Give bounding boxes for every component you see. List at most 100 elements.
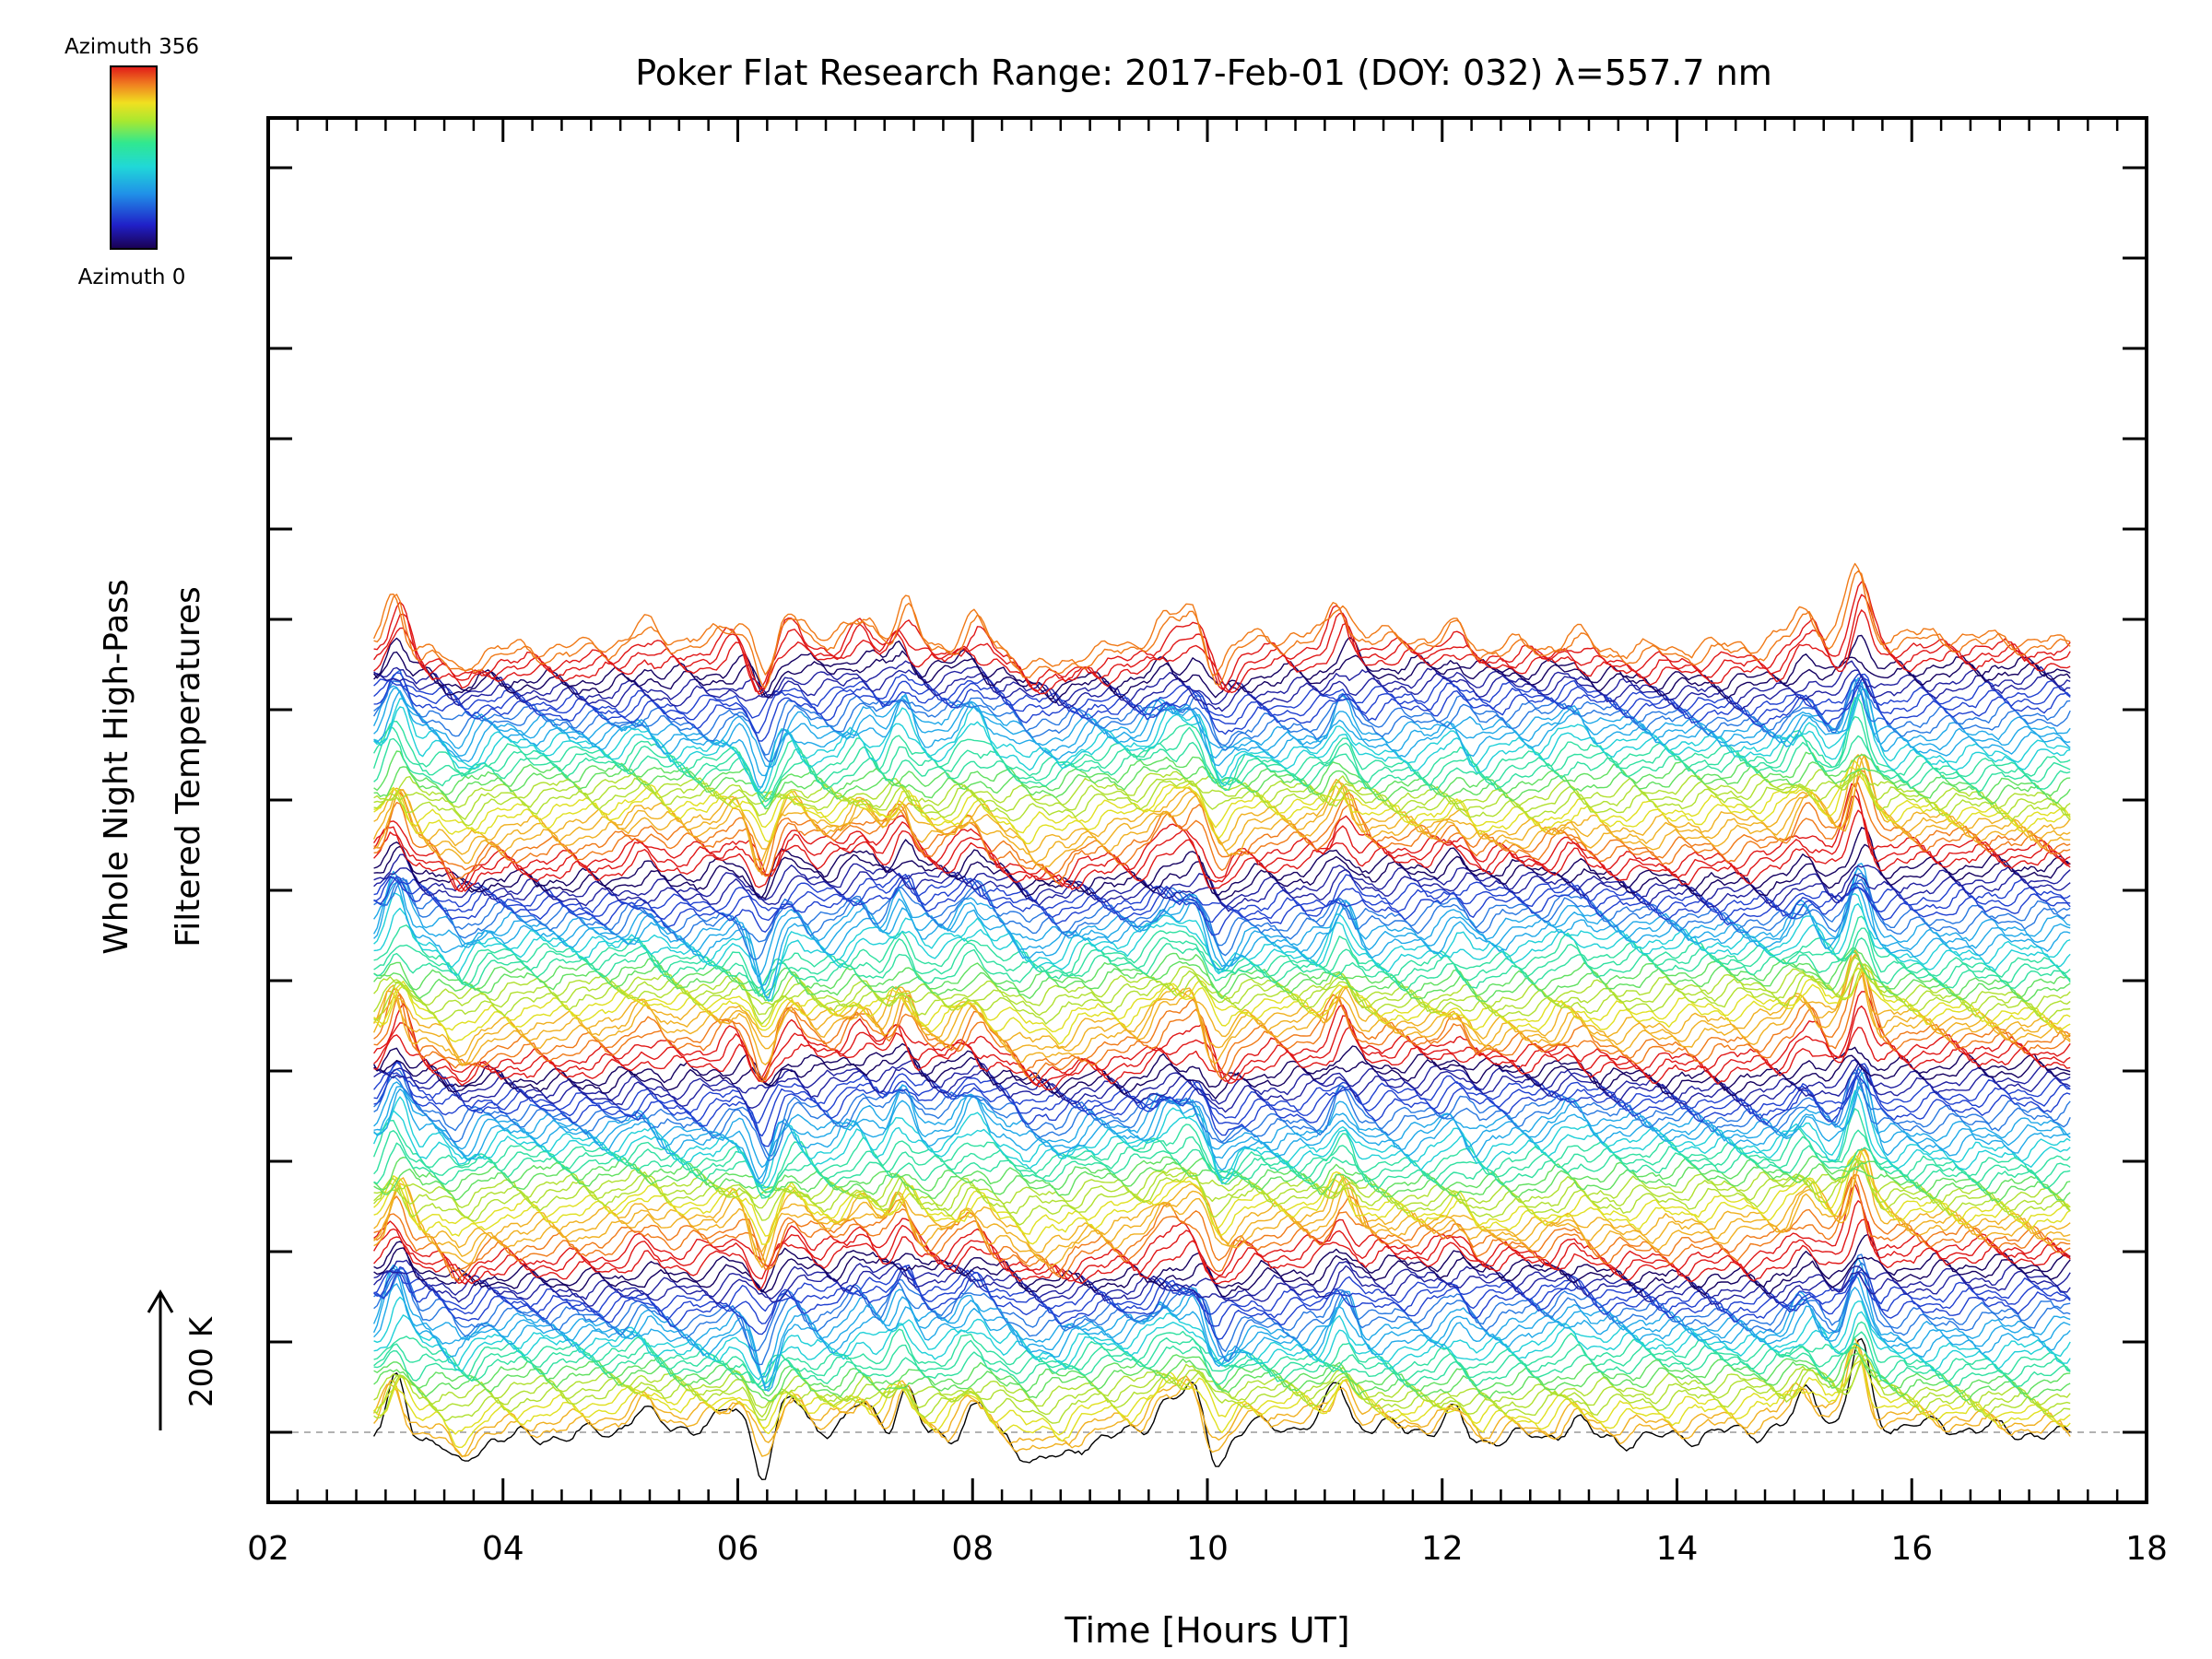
y-axis-label: Whole Night High-Pass Filtered Temperatu… — [98, 579, 207, 955]
x-axis-label: Time [Hours UT] — [1064, 1610, 1349, 1651]
x-tick-label: 02 — [247, 1530, 289, 1568]
trace-line — [373, 956, 2071, 1011]
trace-line — [372, 1089, 2071, 1189]
trace-line — [373, 634, 2071, 700]
trace-line — [373, 1160, 2071, 1268]
colorbar-bottom-label: Azimuth 0 — [78, 265, 186, 289]
trace-line — [373, 1173, 2071, 1276]
trace-line — [373, 1149, 2071, 1245]
trace-line — [373, 1080, 2071, 1184]
trace-line — [373, 1063, 2071, 1113]
trace-line — [373, 754, 2071, 853]
trace-line — [372, 1108, 2071, 1194]
trace-line — [373, 682, 2071, 788]
trace-line — [373, 1218, 2071, 1291]
trace-line — [373, 1160, 2071, 1209]
trace-line — [372, 1050, 2071, 1100]
trace-line — [373, 1067, 2071, 1169]
x-tick-label: 16 — [1890, 1530, 1933, 1568]
trace-line — [373, 782, 2071, 885]
trace-line — [373, 863, 2071, 978]
trace-line — [372, 1266, 2071, 1389]
trace-line — [373, 769, 2071, 820]
y-label-line2: Filtered Temperatures — [170, 586, 207, 947]
trace-line — [372, 678, 2071, 768]
trace-line — [373, 669, 2071, 756]
trace-line — [373, 1342, 2071, 1457]
trace-line — [373, 902, 2071, 994]
trace-line — [373, 759, 2071, 844]
trace-line — [372, 867, 2071, 987]
trace-line — [373, 770, 2071, 877]
trace-line — [373, 673, 2071, 719]
trace-line — [373, 1311, 2071, 1381]
trace-line — [373, 1147, 2071, 1264]
colorbar-gradient — [110, 65, 158, 250]
trace-line — [373, 1026, 2071, 1090]
trace-line — [373, 1061, 2071, 1137]
trace-line — [373, 1005, 2071, 1088]
trace-line — [373, 1154, 2071, 1237]
trace-line — [373, 1358, 2071, 1424]
trace-line — [373, 594, 2071, 693]
scale-bar-arrowhead — [147, 1289, 174, 1313]
trace-line — [373, 1183, 2071, 1284]
trace-line — [373, 953, 2071, 1058]
trace-line — [373, 962, 2071, 1081]
trace-line — [373, 962, 2071, 1017]
trace-line — [373, 1063, 2071, 1124]
trace-line — [373, 1247, 2071, 1298]
trace-line — [373, 827, 2071, 898]
y-label-line1: Whole Night High-Pass — [98, 579, 135, 955]
x-tick-label: 10 — [1186, 1530, 1229, 1568]
trace-line — [372, 949, 2071, 1066]
trace-line — [373, 750, 2071, 810]
trace-line — [373, 679, 2071, 762]
chart-title: Poker Flat Research Range: 2017-Feb-01 (… — [635, 53, 1771, 93]
trace-line — [373, 1233, 2071, 1293]
trace-line — [373, 1060, 2071, 1147]
trace-line — [373, 1265, 2071, 1315]
trace-line — [373, 735, 2071, 808]
trace-line — [373, 794, 2071, 892]
trace-line — [373, 1157, 2071, 1226]
x-tick-label: 18 — [2125, 1530, 2168, 1568]
trace-line — [373, 688, 2071, 792]
trace-line — [372, 955, 2071, 1065]
colorbar-top-label: Azimuth 356 — [65, 35, 199, 59]
axis-ticks — [266, 118, 2148, 1502]
trace-line — [373, 669, 2071, 712]
x-tick-labels: 02 04 06 08 10 12 14 16 18 — [247, 1530, 2168, 1568]
colorbar-legend: Azimuth 356 Azimuth 0 — [65, 35, 199, 289]
trace-line — [373, 1068, 2071, 1162]
trace-line — [373, 1147, 2071, 1253]
trace-line — [373, 677, 2071, 777]
trace-line — [373, 1129, 2071, 1198]
plot-frame — [266, 116, 2148, 1504]
trace-line — [373, 1059, 2071, 1105]
trace-line — [373, 947, 2071, 998]
x-tick-label: 12 — [1421, 1530, 1464, 1568]
trace-line — [372, 753, 2071, 864]
trace-line — [372, 1200, 2071, 1285]
trace-line — [373, 1353, 2071, 1402]
trace-line — [373, 971, 2071, 1083]
trace-line — [373, 1345, 2071, 1448]
x-tick-label: 08 — [951, 1530, 994, 1568]
trace-line — [373, 809, 2071, 892]
trace-line — [373, 571, 2071, 688]
trace-line — [373, 963, 2071, 1025]
trace-line — [373, 874, 2071, 924]
trace-line — [373, 672, 2071, 742]
traces — [372, 562, 2071, 1480]
trace-line — [373, 892, 2071, 1002]
trace-line — [373, 877, 2071, 947]
trace-line — [372, 1337, 2071, 1480]
scale-bar-label: 200 K — [183, 1315, 220, 1407]
trace-line — [373, 581, 2071, 690]
trace-line — [373, 1353, 2071, 1418]
trace-line — [373, 967, 2071, 1033]
trace-line — [373, 660, 2071, 707]
trace-line — [373, 1068, 2071, 1157]
x-tick-label: 06 — [717, 1530, 759, 1568]
